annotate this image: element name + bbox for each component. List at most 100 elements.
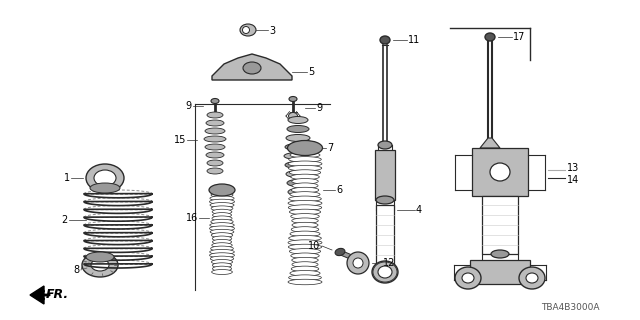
Ellipse shape [292,222,318,228]
Bar [376,205,394,265]
Ellipse shape [291,187,319,193]
Ellipse shape [292,262,318,267]
Ellipse shape [291,213,319,219]
Ellipse shape [290,270,320,276]
Bar [375,150,395,200]
Ellipse shape [211,206,233,211]
Text: 12: 12 [383,258,396,268]
Ellipse shape [288,116,308,124]
Text: 3: 3 [269,26,275,36]
Ellipse shape [212,236,232,241]
Ellipse shape [287,140,323,156]
Ellipse shape [490,163,510,181]
Ellipse shape [335,248,345,256]
Ellipse shape [206,120,224,126]
Ellipse shape [292,218,318,223]
Text: 4: 4 [416,205,422,215]
Ellipse shape [289,249,321,254]
Ellipse shape [485,33,495,41]
Ellipse shape [209,184,235,196]
Ellipse shape [91,259,109,271]
Ellipse shape [205,144,225,150]
Ellipse shape [204,136,226,142]
Ellipse shape [211,260,232,264]
Text: 5: 5 [308,67,314,77]
Bar [482,196,518,254]
Ellipse shape [284,153,312,159]
Ellipse shape [288,200,322,206]
Ellipse shape [455,267,481,289]
Bar [472,148,528,196]
Text: FR.: FR. [46,289,69,301]
Ellipse shape [288,188,308,196]
Ellipse shape [287,180,309,187]
Ellipse shape [290,231,320,236]
Polygon shape [212,54,292,80]
Text: 6: 6 [336,185,342,195]
Text: 10: 10 [308,241,320,251]
Ellipse shape [291,266,319,272]
Ellipse shape [212,239,232,244]
Ellipse shape [212,209,232,214]
Ellipse shape [243,27,250,34]
Ellipse shape [353,258,363,268]
Ellipse shape [211,219,233,224]
Ellipse shape [211,233,233,238]
Text: 9: 9 [316,103,322,113]
Ellipse shape [209,199,234,204]
Ellipse shape [207,160,223,166]
Ellipse shape [289,209,321,215]
Ellipse shape [289,275,321,280]
Ellipse shape [210,229,234,234]
Ellipse shape [288,165,322,171]
Ellipse shape [207,112,223,118]
Ellipse shape [288,244,322,250]
Text: 13: 13 [567,163,579,173]
Ellipse shape [289,97,297,101]
Ellipse shape [86,252,114,262]
Ellipse shape [491,250,509,258]
Ellipse shape [206,152,224,158]
Ellipse shape [290,192,320,197]
Text: 7: 7 [327,143,333,153]
Ellipse shape [82,253,118,277]
Ellipse shape [289,236,321,241]
Ellipse shape [211,256,234,261]
Text: 14: 14 [567,175,579,185]
Text: 11: 11 [408,35,420,45]
Ellipse shape [372,261,398,283]
Ellipse shape [94,170,116,186]
Ellipse shape [240,24,256,36]
Ellipse shape [286,171,310,178]
Ellipse shape [209,226,234,231]
Ellipse shape [291,174,319,180]
Ellipse shape [462,273,474,283]
Ellipse shape [211,193,233,197]
Ellipse shape [378,266,392,278]
Polygon shape [480,138,500,148]
Ellipse shape [288,205,322,210]
Ellipse shape [288,161,322,166]
Ellipse shape [289,113,298,119]
Ellipse shape [291,253,319,259]
Ellipse shape [212,269,232,275]
Text: 1: 1 [64,173,70,183]
Ellipse shape [212,243,232,248]
Ellipse shape [210,223,234,228]
Ellipse shape [287,125,309,132]
Ellipse shape [211,99,219,103]
Ellipse shape [376,196,394,204]
Ellipse shape [90,183,120,193]
Ellipse shape [212,216,232,221]
Text: 16: 16 [186,213,198,223]
Ellipse shape [285,143,311,150]
Ellipse shape [212,263,232,268]
Text: 9: 9 [185,101,191,111]
Ellipse shape [209,253,234,258]
Bar [470,260,530,284]
Ellipse shape [210,203,234,208]
Polygon shape [30,286,44,304]
Ellipse shape [212,266,232,271]
Ellipse shape [289,156,321,162]
Ellipse shape [286,134,310,141]
